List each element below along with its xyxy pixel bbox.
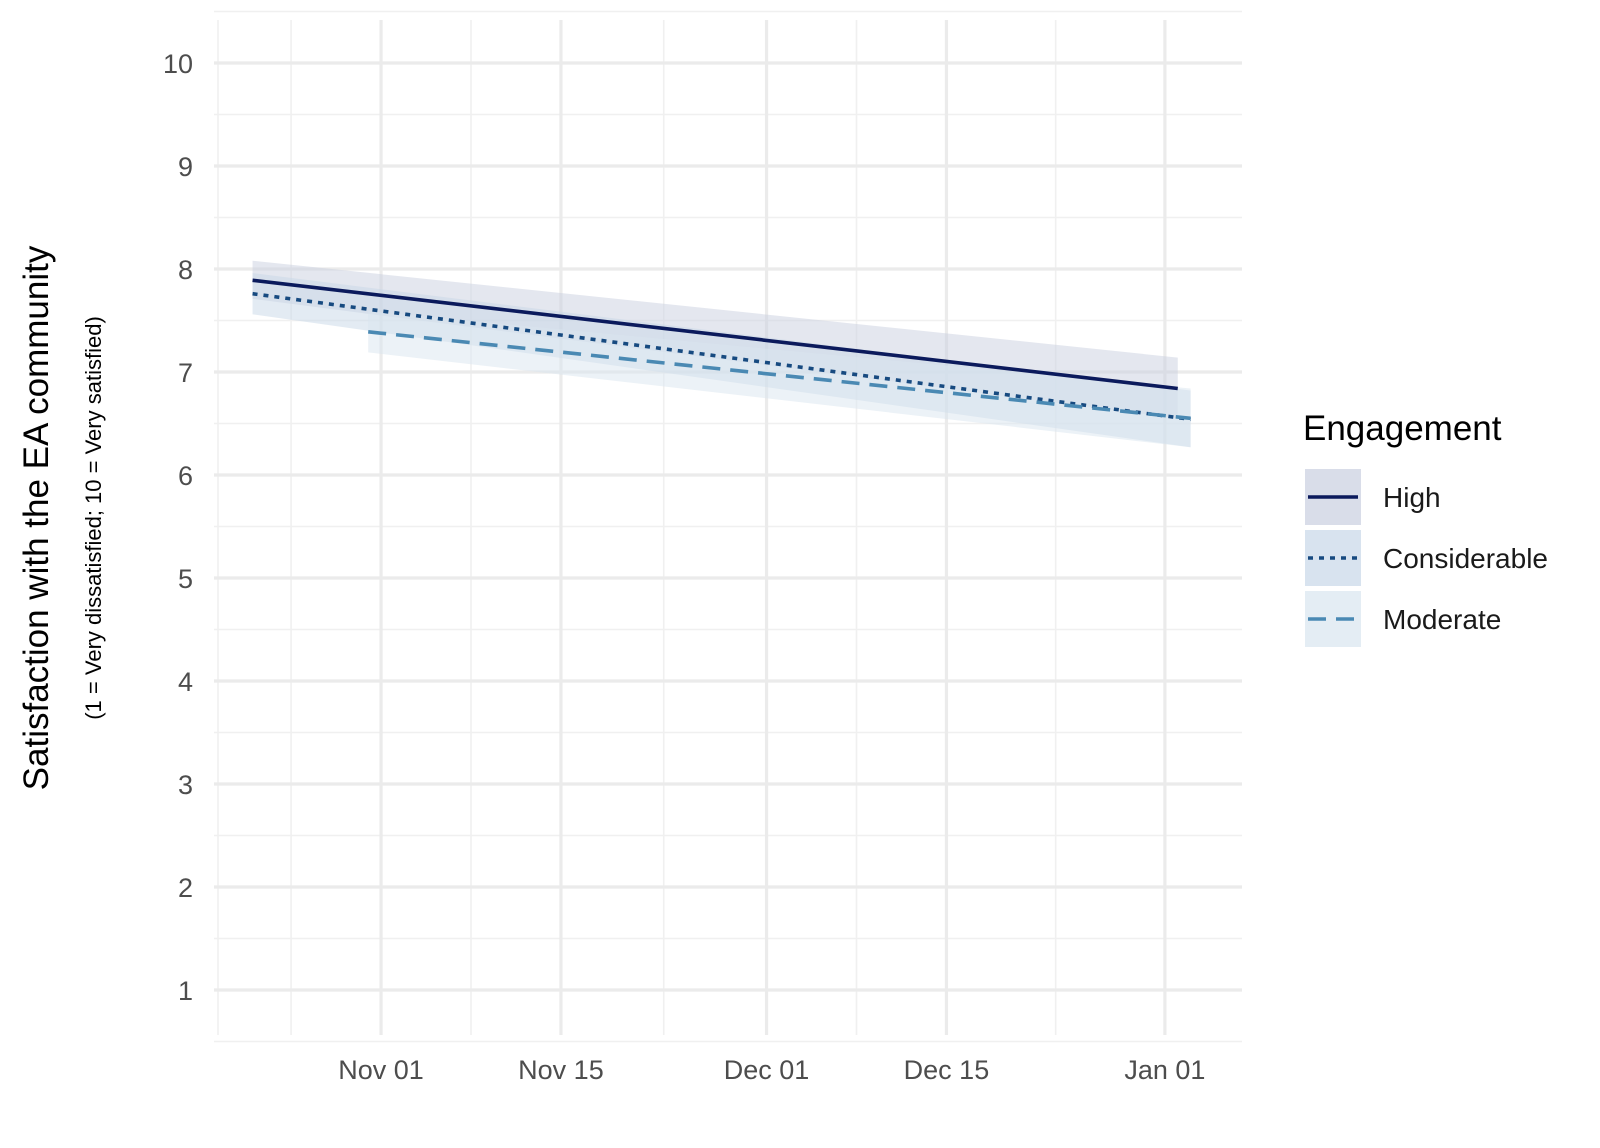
x-tick-label: Dec 15 bbox=[904, 1055, 990, 1085]
y-tick-labels: 1 2 3 4 5 6 7 8 9 10 bbox=[163, 49, 193, 1006]
y-tick-label: 7 bbox=[178, 358, 193, 388]
y-tick-label: 9 bbox=[178, 152, 193, 182]
x-tick-label: Jan 01 bbox=[1124, 1055, 1205, 1085]
y-axis-subtitle: (1 = Very dissatisfied; 10 = Very satisf… bbox=[81, 316, 106, 720]
x-tick-label: Nov 01 bbox=[338, 1055, 424, 1085]
y-tick-label: 3 bbox=[178, 770, 193, 800]
y-tick-label: 4 bbox=[178, 667, 193, 697]
x-tick-label: Dec 01 bbox=[724, 1055, 810, 1085]
y-tick-label: 1 bbox=[178, 976, 193, 1006]
legend-items: High Considerable Moderate bbox=[1305, 469, 1548, 647]
y-tick-label: 8 bbox=[178, 255, 193, 285]
legend: Engagement High Considerable Moderate bbox=[1303, 409, 1548, 647]
legend-title: Engagement bbox=[1303, 409, 1502, 448]
series-line-considerable bbox=[252, 291, 1191, 422]
grid-minor bbox=[214, 10, 1242, 1043]
y-axis-title: Satisfaction with the EA community bbox=[17, 245, 56, 790]
series-line-moderate bbox=[368, 330, 1191, 421]
series-lines bbox=[252, 278, 1191, 422]
legend-label-considerable: Considerable bbox=[1383, 543, 1548, 574]
legend-label-moderate: Moderate bbox=[1383, 604, 1501, 635]
y-tick-label: 5 bbox=[178, 564, 193, 594]
y-tick-label: 6 bbox=[178, 461, 193, 491]
y-tick-label: 10 bbox=[163, 49, 193, 79]
x-tick-labels: Nov 01 Nov 15 Dec 01 Dec 15 Jan 01 bbox=[338, 1055, 1205, 1085]
y-tick-label: 2 bbox=[178, 873, 193, 903]
grid-major bbox=[214, 20, 1242, 1035]
legend-label-high: High bbox=[1383, 482, 1441, 513]
confidence-bands bbox=[252, 260, 1191, 448]
series-line-high bbox=[252, 278, 1178, 391]
x-tick-label: Nov 15 bbox=[518, 1055, 604, 1085]
confidence-band-moderate bbox=[368, 311, 1191, 448]
